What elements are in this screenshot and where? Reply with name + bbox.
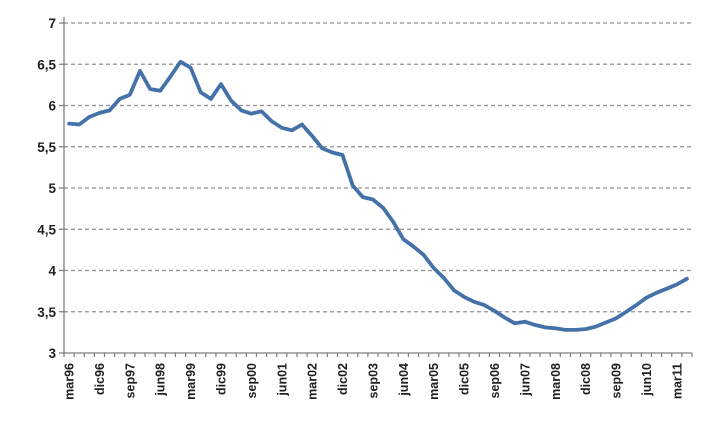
x-axis-ticks bbox=[63, 353, 693, 357]
x-axis-label: mar11 bbox=[670, 363, 684, 399]
x-axis-label: mar96 bbox=[63, 363, 77, 400]
y-axis-ticks: 7 6,5 6 5,5 5 4,5 4 3,5 3 bbox=[37, 16, 65, 361]
x-axis-label: dic08 bbox=[579, 363, 593, 395]
x-axis-label: jun01 bbox=[275, 363, 289, 397]
x-axis-label: sep03 bbox=[366, 363, 380, 398]
y-axis-label: 4,5 bbox=[37, 222, 56, 237]
x-axis-label: dic02 bbox=[336, 363, 350, 395]
x-axis-label: jun07 bbox=[518, 363, 532, 397]
axes bbox=[63, 17, 692, 354]
x-axis-label: sep06 bbox=[488, 363, 502, 398]
x-axis-label: sep97 bbox=[123, 363, 137, 398]
x-axis-label: dic05 bbox=[458, 363, 472, 395]
y-axis-label: 5,5 bbox=[37, 140, 56, 155]
x-axis-label: mar08 bbox=[549, 363, 563, 400]
x-axis-label: dic96 bbox=[93, 363, 107, 395]
gridlines bbox=[64, 22, 692, 313]
y-axis-label: 6 bbox=[48, 99, 56, 114]
y-axis-label: 7 bbox=[48, 16, 56, 31]
y-axis-label: 3 bbox=[48, 346, 56, 361]
x-axis-label: jun98 bbox=[154, 363, 168, 397]
x-axis-labels: mar96 dic96 sep97 jun98 mar99 dic99 sep00 jun01… bbox=[63, 363, 685, 400]
y-axis-label: 5 bbox=[48, 181, 56, 196]
y-axis-label: 4 bbox=[48, 264, 56, 279]
data-series-line bbox=[67, 59, 689, 332]
x-axis-label: sep09 bbox=[610, 363, 624, 398]
x-axis-label: dic99 bbox=[215, 363, 229, 395]
x-axis-label: mar99 bbox=[184, 363, 198, 400]
x-axis-label: sep00 bbox=[245, 363, 259, 398]
x-axis-label: mar05 bbox=[427, 363, 441, 400]
x-axis-label: jun10 bbox=[640, 363, 654, 397]
x-axis-label: jun04 bbox=[397, 363, 411, 397]
y-axis-label: 6,5 bbox=[37, 57, 56, 72]
y-axis-label: 3,5 bbox=[37, 305, 56, 320]
x-axis-label: mar02 bbox=[306, 363, 320, 400]
